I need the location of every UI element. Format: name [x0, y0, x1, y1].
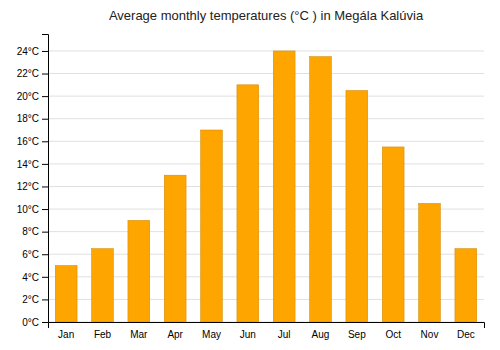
y-tick-label: 18°C: [17, 113, 39, 124]
y-tick-label: 2°C: [22, 294, 39, 305]
y-tick-mark: [42, 299, 48, 300]
bar: [310, 57, 332, 322]
y-tick: 24°C: [17, 46, 48, 57]
y-tick-mark: [42, 277, 48, 278]
x-tick-label: Sep: [348, 329, 366, 340]
x-tick-label: Jun: [240, 329, 256, 340]
x-tick: May: [202, 329, 221, 340]
x-tick-label: Nov: [421, 329, 439, 340]
grid-line: [48, 73, 484, 74]
y-tick-label: 8°C: [22, 226, 39, 237]
y-tick: 14°C: [17, 159, 48, 170]
grid-line: [48, 50, 484, 51]
x-tick-label: Dec: [457, 329, 475, 340]
y-tick-mark: [42, 119, 48, 120]
bar: [55, 266, 77, 322]
y-tick-mark: [42, 51, 48, 52]
plot-area: 0°C 2°C 4°C 6°C 8°C 10°C 12°C 14°C 16°C 18°C 20°C 2…: [17, 35, 485, 341]
y-tick-mark: [42, 141, 48, 142]
y-axis-line: [42, 35, 49, 323]
y-tick: 2°C: [22, 294, 48, 305]
bar: [128, 220, 150, 322]
x-tick: Feb: [94, 329, 112, 340]
x-tick: Dec: [457, 329, 475, 340]
bar: [419, 203, 441, 322]
bar: [201, 130, 223, 322]
y-tick: 16°C: [17, 136, 48, 147]
bar: [164, 175, 186, 322]
x-tick-label: Feb: [94, 329, 112, 340]
y-tick-label: 12°C: [17, 181, 39, 192]
y-tick-mark: [42, 209, 48, 210]
y-tick: 18°C: [17, 113, 48, 124]
grid-line: [48, 118, 484, 119]
y-tick-label: 10°C: [17, 204, 39, 215]
y-tick: 4°C: [22, 272, 48, 283]
grid-line: [48, 96, 484, 97]
grid-line: [48, 186, 484, 187]
grid-line: [48, 141, 484, 142]
y-tick-label: 0°C: [22, 317, 39, 328]
y-axis: 0°C 2°C 4°C 6°C 8°C 10°C 12°C 14°C 16°C 18°C 20°C 2…: [17, 35, 49, 328]
x-tick: Sep: [348, 329, 366, 340]
y-tick-mark: [42, 232, 48, 233]
x-tick: Mar: [130, 329, 148, 340]
y-tick-mark: [42, 74, 48, 75]
x-tick: Nov: [421, 329, 439, 340]
y-tick-label: 14°C: [17, 159, 39, 170]
x-tick: Aug: [312, 329, 330, 340]
x-tick: Apr: [167, 329, 183, 340]
y-tick-mark: [42, 186, 48, 187]
y-tick: 6°C: [22, 249, 48, 260]
grid: [48, 51, 484, 322]
chart-container: 0°C 2°C 4°C 6°C 8°C 10°C 12°C 14°C 16°C 18°C 20°C 2…: [0, 0, 500, 350]
x-tick-label: Mar: [130, 329, 148, 340]
y-tick-label: 16°C: [17, 136, 39, 147]
y-tick: 0°C: [22, 317, 48, 328]
x-tick: Jul: [278, 329, 291, 340]
x-tick-label: Jan: [58, 329, 74, 340]
y-tick-label: 24°C: [17, 46, 39, 57]
bar: [455, 249, 477, 322]
x-axis-line: [49, 323, 485, 329]
bar: [273, 51, 295, 322]
y-tick-label: 22°C: [17, 68, 39, 79]
y-tick: 8°C: [22, 226, 48, 237]
y-tick: 22°C: [17, 68, 48, 79]
bar: [237, 85, 259, 322]
x-tick-label: Jul: [278, 329, 291, 340]
x-tick-label: Aug: [312, 329, 330, 340]
x-tick: Jan: [58, 329, 74, 340]
y-tick-label: 6°C: [22, 249, 39, 260]
x-axis: Jan Feb Mar Apr May Jun Jul Aug Sep Oct Nov Dec: [49, 323, 485, 341]
y-tick-mark: [42, 322, 48, 323]
y-tick: 12°C: [17, 181, 48, 192]
y-tick-mark: [42, 164, 48, 165]
x-tick-label: Apr: [167, 329, 183, 340]
x-tick-label: May: [202, 329, 221, 340]
y-tick-mark: [42, 96, 48, 97]
y-tick-mark: [42, 254, 48, 255]
title: Average monthly temperatures (°C ) in Me…: [109, 8, 424, 23]
y-tick-label: 4°C: [22, 272, 39, 283]
bar: [382, 147, 404, 322]
x-tick: Jun: [240, 329, 256, 340]
bars: [55, 51, 476, 322]
bar: [346, 90, 368, 322]
y-tick: 20°C: [17, 91, 48, 102]
y-tick-label: 20°C: [17, 91, 39, 102]
grid-line: [48, 163, 484, 164]
chart-svg: 0°C 2°C 4°C 6°C 8°C 10°C 12°C 14°C 16°C 18°C 20°C 2…: [0, 0, 500, 350]
bar: [92, 249, 114, 322]
x-tick: Oct: [385, 329, 401, 340]
y-tick: 10°C: [17, 204, 48, 215]
x-tick-label: Oct: [385, 329, 401, 340]
